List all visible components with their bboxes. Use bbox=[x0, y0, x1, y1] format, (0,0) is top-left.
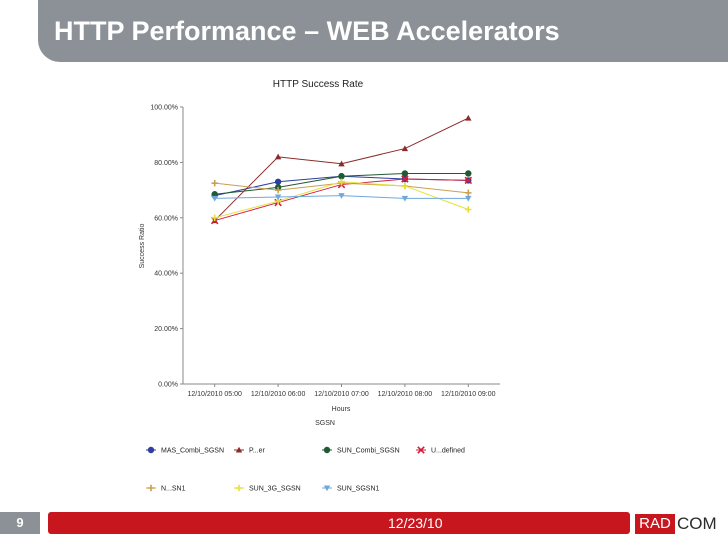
legend-label: N...SN1 bbox=[161, 486, 186, 493]
x-tick-label: 12/10/2010 07:00 bbox=[314, 391, 369, 398]
data-point bbox=[465, 114, 472, 121]
chart-axes bbox=[182, 107, 500, 385]
y-tick-label: 0.00% bbox=[158, 382, 178, 389]
x-tick-label: 12/10/2010 06:00 bbox=[251, 391, 306, 398]
legend-marker bbox=[235, 484, 243, 492]
data-point bbox=[401, 195, 409, 202]
data-point bbox=[465, 189, 472, 197]
y-tick-label: 60.00% bbox=[154, 215, 178, 222]
data-point bbox=[464, 176, 473, 185]
slide-number: 9 bbox=[0, 512, 40, 534]
legend-marker bbox=[147, 484, 155, 492]
slide-title: HTTP Performance – WEB Accelerators bbox=[54, 16, 560, 46]
y-tick-label: 80.00% bbox=[154, 160, 178, 167]
legend-marker bbox=[147, 446, 155, 454]
footer-accent-bar: 12/23/10 bbox=[48, 512, 630, 534]
data-point bbox=[274, 153, 282, 160]
legend-item: U...defined bbox=[416, 446, 465, 455]
legend-item: P...er bbox=[234, 446, 265, 455]
y-axis-label: Success Ratio bbox=[139, 224, 146, 269]
data-point bbox=[274, 178, 282, 185]
x-tick-label: 12/10/2010 08:00 bbox=[378, 391, 433, 398]
legend-label: SUN_Combi_SGSN bbox=[337, 448, 400, 455]
legend-item: SUN_SGSN1 bbox=[322, 485, 380, 493]
data-point bbox=[465, 170, 472, 177]
series-group bbox=[211, 114, 472, 224]
series-line bbox=[214, 117, 469, 221]
data-point bbox=[211, 179, 218, 187]
footer-date: 12/23/10 bbox=[388, 515, 443, 531]
legend-marker bbox=[323, 446, 331, 454]
data-point bbox=[338, 193, 345, 199]
y-ticks: 0.00% 20.00% 40.00% 60.00% 80.00% 100.00% bbox=[150, 105, 183, 389]
data-point bbox=[465, 206, 472, 213]
legend-label: SUN_3G_SGSN bbox=[249, 486, 301, 493]
radcom-logo: RAD COM bbox=[635, 514, 723, 534]
logo-com-text: COM bbox=[677, 514, 717, 533]
chart-title: HTTP Success Rate bbox=[273, 79, 364, 90]
x-tick-label: 12/10/2010 05:00 bbox=[187, 391, 242, 398]
series-group bbox=[211, 193, 472, 202]
series-lines bbox=[210, 114, 473, 225]
x-ticks: 12/10/2010 05:00 12/10/2010 06:00 12/10/20… bbox=[187, 384, 496, 398]
data-point bbox=[338, 173, 345, 180]
footer-bar: 9 12/23/10 bbox=[0, 512, 630, 534]
y-tick-label: 20.00% bbox=[154, 326, 178, 333]
data-point bbox=[465, 195, 472, 202]
legend-label: MAS_Combi_SGSN bbox=[161, 448, 224, 455]
legend-marker bbox=[235, 446, 243, 453]
data-point bbox=[338, 178, 345, 185]
logo-rad-text: RAD bbox=[635, 514, 675, 534]
data-point bbox=[401, 145, 409, 152]
legend-item: SUN_Combi_SGSN bbox=[322, 446, 400, 455]
legend-item: N...SN1 bbox=[146, 484, 186, 493]
data-point bbox=[211, 214, 218, 221]
data-point bbox=[211, 195, 218, 202]
data-point bbox=[338, 160, 345, 167]
series-group bbox=[211, 178, 472, 221]
legend-label: P...er bbox=[249, 448, 265, 455]
x-tick-label: 12/10/2010 09:00 bbox=[441, 391, 496, 398]
data-point bbox=[274, 186, 282, 194]
chart-legend: MAS_Combi_SGSN P...er SUN_Combi_SGSN U...de… bbox=[146, 446, 465, 493]
x-axis-label: Hours bbox=[332, 406, 351, 413]
legend-item: SUN_3G_SGSN bbox=[234, 484, 301, 493]
data-point bbox=[401, 175, 409, 183]
y-tick-label: 40.00% bbox=[154, 271, 178, 278]
data-point bbox=[401, 182, 409, 190]
group-label: SGSN bbox=[315, 420, 335, 427]
data-point bbox=[401, 170, 409, 177]
data-point bbox=[274, 194, 282, 201]
legend-marker bbox=[323, 485, 331, 492]
http-success-rate-chart: HTTP Success Rate Success Ratio Hours SG… bbox=[139, 79, 500, 493]
y-tick-label: 100.00% bbox=[150, 105, 178, 112]
legend-label: U...defined bbox=[431, 448, 465, 455]
legend-label: SUN_SGSN1 bbox=[337, 486, 380, 493]
legend-marker bbox=[417, 446, 425, 454]
title-bar: HTTP Performance – WEB Accelerators bbox=[38, 0, 728, 62]
legend-item: MAS_Combi_SGSN bbox=[146, 446, 224, 455]
